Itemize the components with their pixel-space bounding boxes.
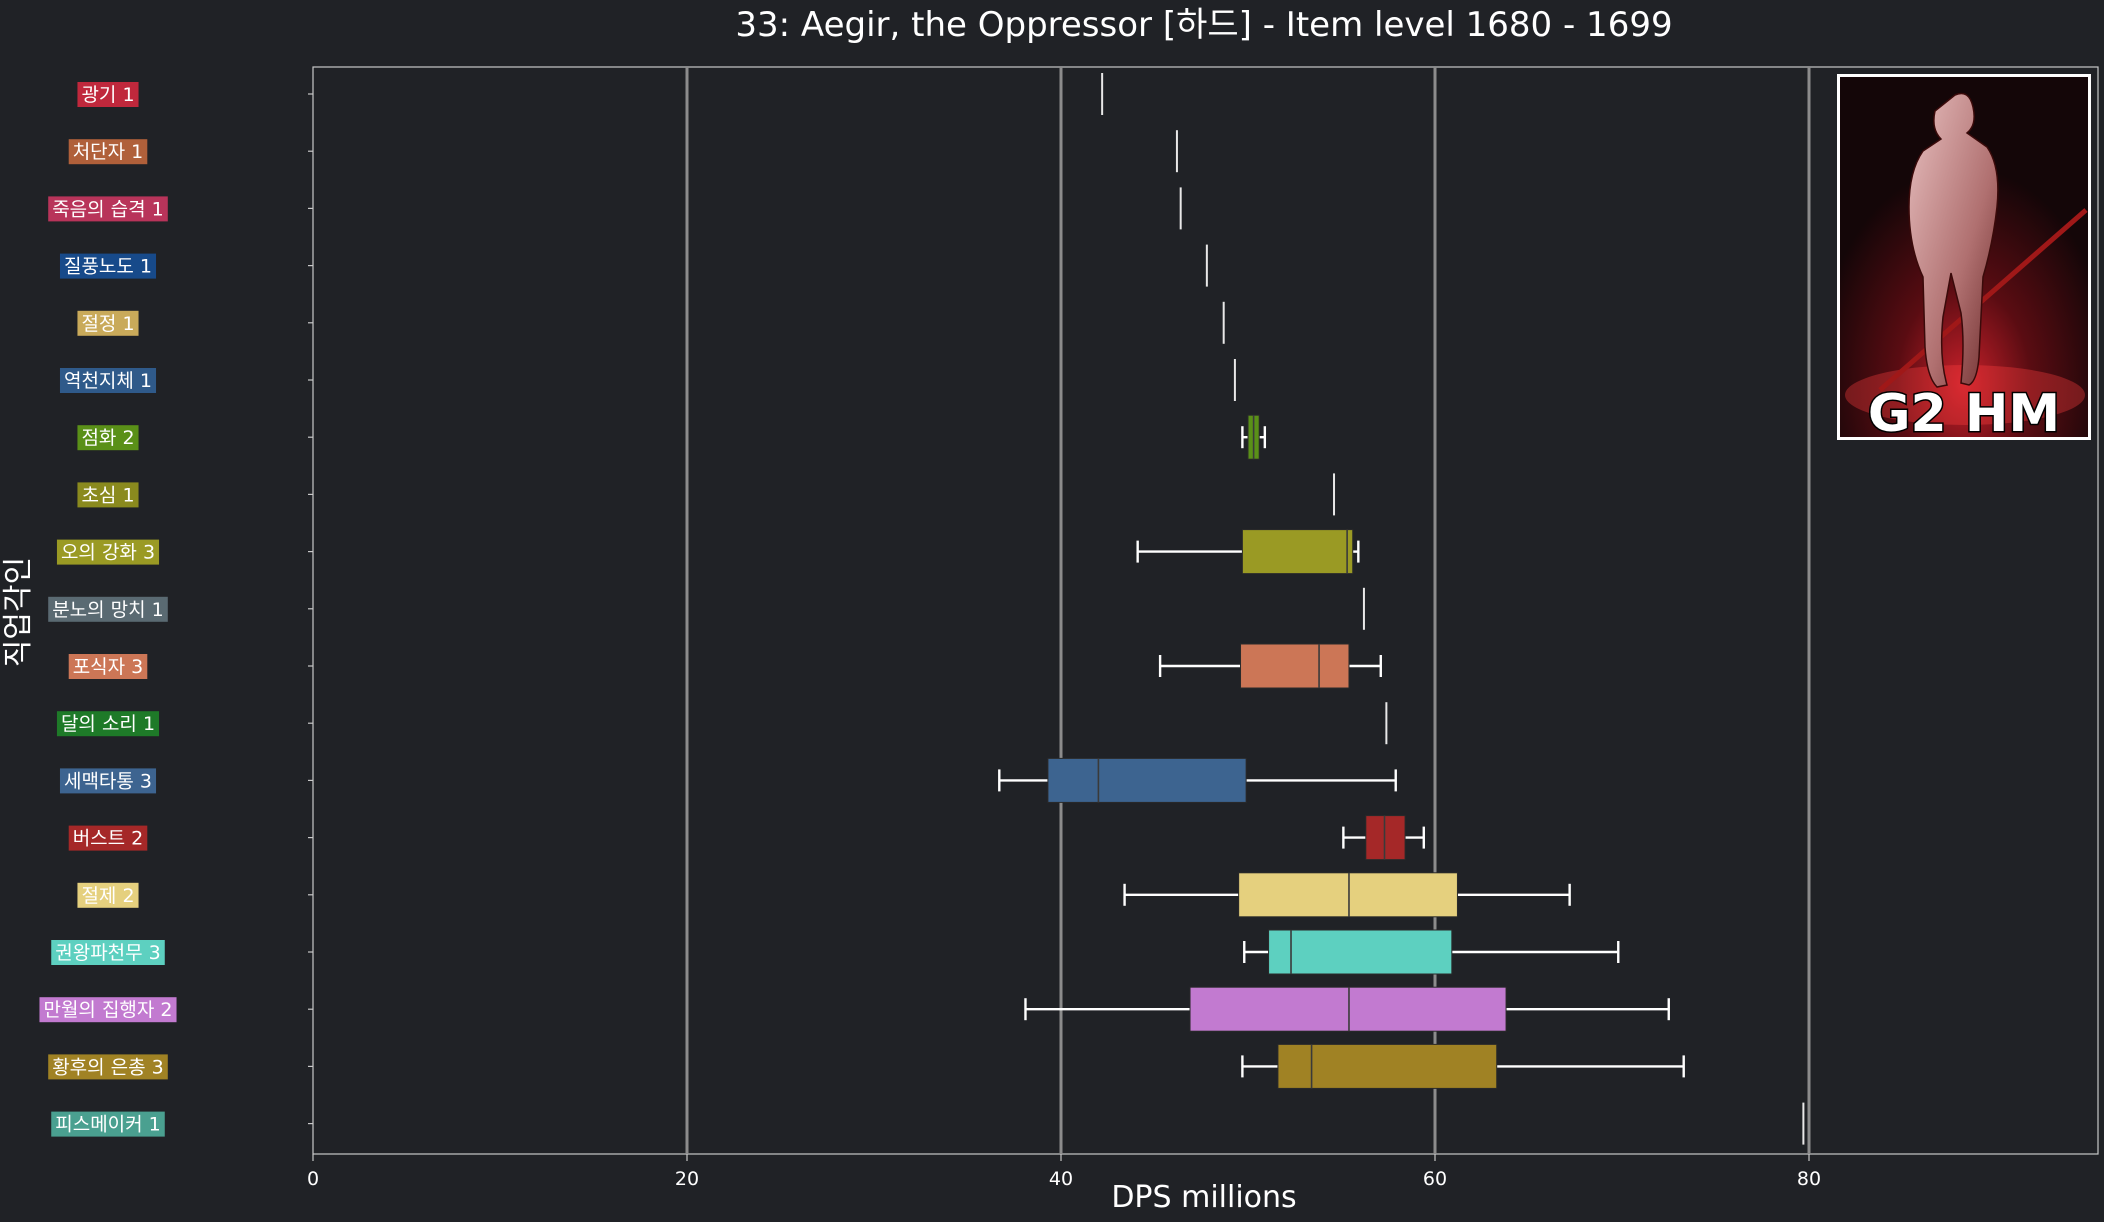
- category-label-text: 역천지체 1: [64, 370, 152, 392]
- category-label-bg: [77, 310, 139, 336]
- box-plot: [1241, 414, 1267, 460]
- iqr-box: [1240, 643, 1350, 689]
- category-label-bg: [59, 368, 157, 393]
- plot-area: [312, 66, 2099, 1155]
- category-label-text: 황후의 은총 3: [52, 1056, 164, 1078]
- category-label-text: 광기 1: [81, 84, 134, 106]
- category-label-bg: [68, 654, 148, 679]
- category-label-text: 초심 1: [81, 484, 134, 506]
- x-axis-label: DPS millions: [1111, 1180, 1296, 1215]
- category-label: 황후의 은총 3: [48, 1054, 168, 1080]
- category-label-text: 오의 강화 3: [61, 542, 155, 564]
- category-label-text: 달의 소리 1: [61, 713, 155, 735]
- category-label: 역천지체 1: [59, 368, 157, 393]
- category-label: 오의 강화 3: [56, 539, 160, 565]
- chart-title: 33: Aegir, the Oppressor [하드] - Item lev…: [735, 5, 1672, 45]
- box-plots: [998, 73, 1805, 1145]
- y-axis-ticks: [308, 93, 313, 1125]
- category-label-bg: [51, 1111, 165, 1137]
- iqr-box: [1189, 986, 1507, 1032]
- category-label: 절제 2: [77, 882, 139, 908]
- category-label-bg: [48, 196, 168, 222]
- x-tick-label: 80: [1797, 1168, 1821, 1190]
- category-label-text: 만월의 집행자 2: [43, 999, 172, 1021]
- box-plot: [1243, 929, 1620, 975]
- category-label-text: 권왕파천무 3: [55, 942, 161, 964]
- x-axis-ticks: 0 20 40 60 80: [307, 1154, 1821, 1190]
- category-label-bg: [77, 425, 139, 451]
- category-label-bg: [68, 825, 148, 851]
- category-label-bg: [51, 940, 165, 965]
- category-label-bg: [77, 482, 139, 508]
- category-label: 달의 소리 1: [56, 711, 160, 737]
- box-plot: [1024, 986, 1670, 1032]
- category-label: 세맥타통 3: [59, 768, 157, 794]
- category-label-text: 죽음의 습격 1: [52, 198, 164, 220]
- category-label: 포식자 3: [68, 654, 148, 679]
- category-label: 초심 1: [77, 482, 139, 508]
- iqr-box: [1277, 1043, 1498, 1089]
- category-label-bg: [59, 768, 157, 794]
- box-plot: [1136, 529, 1360, 575]
- category-label: 분노의 망치 1: [48, 596, 168, 622]
- iqr-box: [1365, 815, 1406, 861]
- x-tick-label: 0: [307, 1168, 319, 1190]
- category-label: 죽음의 습격 1: [48, 196, 168, 222]
- category-label-bg: [56, 711, 160, 737]
- category-label-bg: [48, 1054, 168, 1080]
- category-label: 피스메이커 1: [51, 1111, 165, 1137]
- category-label: 권왕파천무 3: [51, 940, 165, 965]
- x-tick-label: 40: [1049, 1168, 1073, 1190]
- category-label: 절정 1: [77, 310, 139, 336]
- category-label-bg: [48, 596, 168, 622]
- category-label-text: 절제 2: [81, 885, 134, 907]
- category-label-text: 질풍노도 1: [64, 256, 152, 278]
- category-label: 만월의 집행자 2: [39, 997, 177, 1023]
- category-label: 광기 1: [77, 82, 139, 107]
- boss-portrait: G2 HM: [1837, 74, 2091, 446]
- boss-badge: G2 HM: [1868, 384, 2060, 444]
- category-label-text: 분노의 망치 1: [52, 599, 164, 621]
- iqr-box: [1268, 929, 1453, 975]
- x-tick-label: 20: [675, 1168, 699, 1190]
- x-tick-label: 60: [1423, 1168, 1447, 1190]
- category-label-bg: [77, 882, 139, 908]
- iqr-box: [1241, 529, 1354, 575]
- category-label-text: 처단자 1: [73, 141, 144, 163]
- box-plot: [1158, 643, 1382, 689]
- category-label-text: 포식자 3: [73, 656, 144, 678]
- box-plot: [1342, 815, 1425, 861]
- iqr-box: [1238, 872, 1458, 918]
- box-plot: [1241, 1043, 1685, 1089]
- category-label-bg: [59, 253, 157, 279]
- category-label: 질풍노도 1: [59, 253, 157, 279]
- category-label-text: 절정 1: [81, 313, 134, 335]
- category-label: 처단자 1: [68, 139, 148, 165]
- category-labels: 광기 1 처단자 1 죽음의 습격 1 질풍노도 1 절정 1 역천지체 1 점화 2 초심 …: [39, 82, 177, 1137]
- category-label-text: 피스메이커 1: [55, 1114, 161, 1136]
- category-label-text: 점화 2: [81, 427, 134, 449]
- category-label: 버스트 2: [68, 825, 148, 851]
- category-label-bg: [56, 539, 160, 565]
- y-axis-label: 직업각인: [1, 557, 36, 667]
- iqr-box: [1047, 757, 1247, 803]
- box-plot: [998, 757, 1397, 803]
- category-label-bg: [39, 997, 177, 1023]
- category-label-bg: [77, 82, 139, 107]
- category-label: 점화 2: [77, 425, 139, 451]
- box-plot: [1123, 872, 1571, 918]
- category-label-bg: [68, 139, 148, 165]
- category-label-text: 버스트 2: [73, 828, 144, 850]
- category-label-text: 세맥타통 3: [64, 770, 152, 792]
